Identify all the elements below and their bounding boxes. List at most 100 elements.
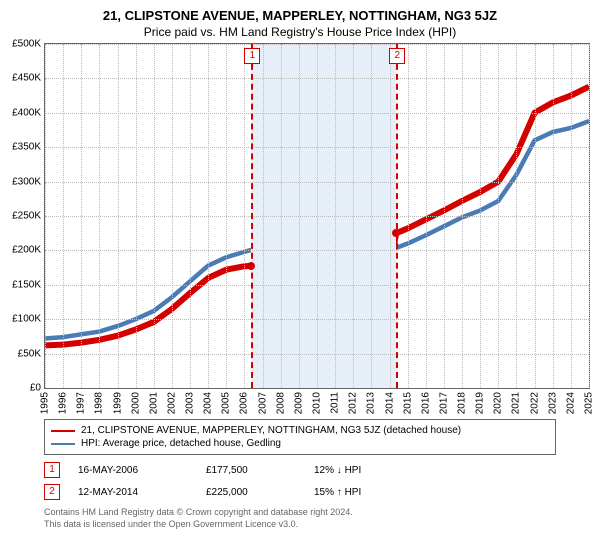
y-axis-label: £100K: [12, 314, 41, 325]
x-axis-label: 2010: [312, 392, 323, 414]
x-axis-label: 2014: [384, 392, 395, 414]
x-axis-label: 2002: [166, 392, 177, 414]
y-axis-label: £50K: [18, 348, 41, 359]
vgrid-line: [226, 44, 227, 388]
x-axis-label: 2008: [275, 392, 286, 414]
x-axis-label: 2005: [221, 392, 232, 414]
x-axis-label: 2017: [438, 392, 449, 414]
event-delta: 12% ↓ HPI: [314, 465, 361, 476]
y-axis-label: £200K: [12, 245, 41, 256]
vgrid-line: [408, 44, 409, 388]
vgrid-line: [81, 44, 82, 388]
legend-swatch: [51, 430, 75, 432]
event-price: £225,000: [206, 487, 296, 498]
x-axis-label: 1999: [112, 392, 123, 414]
x-axis-label: 2011: [330, 392, 341, 414]
legend-item: 21, CLIPSTONE AVENUE, MAPPERLEY, NOTTING…: [51, 424, 549, 437]
vgrid-line: [172, 44, 173, 388]
y-axis-label: £400K: [12, 107, 41, 118]
vgrid-line: [553, 44, 554, 388]
vgrid-line: [281, 44, 282, 388]
vgrid-line: [154, 44, 155, 388]
event-delta: 15% ↑ HPI: [314, 487, 361, 498]
vgrid-line: [516, 44, 517, 388]
vgrid-line: [99, 44, 100, 388]
legend-label: 21, CLIPSTONE AVENUE, MAPPERLEY, NOTTING…: [81, 425, 461, 436]
x-axis-label: 2012: [348, 392, 359, 414]
x-axis-label: 2021: [511, 392, 522, 414]
vgrid-line: [371, 44, 372, 388]
x-axis-label: 2016: [420, 392, 431, 414]
legend-label: HPI: Average price, detached house, Gedl…: [81, 438, 281, 449]
x-axis-label: 2006: [239, 392, 250, 414]
x-axis-label: 2001: [148, 392, 159, 414]
vgrid-line: [480, 44, 481, 388]
x-axis-label: 1996: [58, 392, 69, 414]
vgrid-line: [535, 44, 536, 388]
x-axis-label: 2015: [402, 392, 413, 414]
y-axis-label: £450K: [12, 73, 41, 84]
data-point: [247, 262, 255, 270]
vgrid-line: [118, 44, 119, 388]
footer-line-1: Contains HM Land Registry data © Crown c…: [44, 507, 556, 519]
plot-area: £0£50K£100K£150K£200K£250K£300K£350K£400…: [44, 43, 590, 389]
y-axis-label: £500K: [12, 39, 41, 50]
vgrid-line: [299, 44, 300, 388]
vgrid-line: [335, 44, 336, 388]
x-axis-label: 1997: [76, 392, 87, 414]
data-point: [392, 229, 400, 237]
y-axis-label: £300K: [12, 176, 41, 187]
y-axis-label: £250K: [12, 211, 41, 222]
vgrid-line: [45, 44, 46, 388]
vgrid-line: [208, 44, 209, 388]
event-ref-box: 2: [44, 484, 60, 500]
x-axis-label: 2013: [366, 392, 377, 414]
vgrid-line: [426, 44, 427, 388]
footer-line-2: This data is licensed under the Open Gov…: [44, 519, 556, 531]
x-axis-label: 2023: [547, 392, 558, 414]
event-ref-box: 1: [44, 462, 60, 478]
y-axis-label: £150K: [12, 279, 41, 290]
event-marker-box: 2: [389, 48, 405, 64]
event-price: £177,500: [206, 465, 296, 476]
event-table: 1 16-MAY-2006 £177,500 12% ↓ HPI 2 12-MAY-201…: [44, 459, 556, 503]
vgrid-line: [390, 44, 391, 388]
vgrid-line: [589, 44, 590, 388]
x-axis-label: 2024: [565, 392, 576, 414]
x-axis-label: 2018: [457, 392, 468, 414]
vgrid-line: [244, 44, 245, 388]
legend-swatch: [51, 443, 75, 445]
event-marker-box: 1: [244, 48, 260, 64]
x-axis-label: 2007: [257, 392, 268, 414]
chart-title: 21, CLIPSTONE AVENUE, MAPPERLEY, NOTTING…: [0, 0, 600, 23]
x-axis-label: 1998: [94, 392, 105, 414]
x-axis-label: 2009: [293, 392, 304, 414]
vgrid-line: [571, 44, 572, 388]
event-row: 2 12-MAY-2014 £225,000 15% ↑ HPI: [44, 481, 556, 503]
chart-area: £0£50K£100K£150K£200K£250K£300K£350K£400…: [44, 43, 590, 413]
x-axis-label: 2000: [130, 392, 141, 414]
legend-box: 21, CLIPSTONE AVENUE, MAPPERLEY, NOTTING…: [44, 419, 556, 455]
legend-item: HPI: Average price, detached house, Gedl…: [51, 437, 549, 450]
vgrid-line: [444, 44, 445, 388]
event-date: 16-MAY-2006: [78, 465, 188, 476]
x-axis-label: 2003: [185, 392, 196, 414]
x-axis-label: 2022: [529, 392, 540, 414]
x-axis-label: 2004: [203, 392, 214, 414]
x-axis-label: 2019: [475, 392, 486, 414]
vgrid-line: [190, 44, 191, 388]
x-axis-label: 1995: [40, 392, 51, 414]
vgrid-line: [63, 44, 64, 388]
vgrid-line: [462, 44, 463, 388]
x-axis-label: 2025: [584, 392, 595, 414]
chart-subtitle: Price paid vs. HM Land Registry's House …: [0, 23, 600, 43]
vgrid-line: [317, 44, 318, 388]
vgrid-line: [498, 44, 499, 388]
footer-attribution: Contains HM Land Registry data © Crown c…: [44, 507, 556, 530]
event-date: 12-MAY-2014: [78, 487, 188, 498]
vgrid-line: [263, 44, 264, 388]
vgrid-line: [353, 44, 354, 388]
x-axis-label: 2020: [493, 392, 504, 414]
vgrid-line: [136, 44, 137, 388]
event-row: 1 16-MAY-2006 £177,500 12% ↓ HPI: [44, 459, 556, 481]
